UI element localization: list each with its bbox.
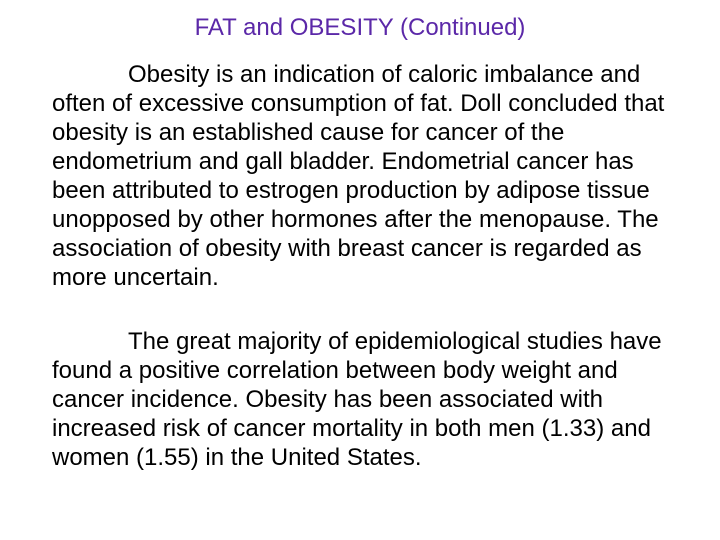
slide-title: FAT and OBESITY (Continued): [194, 14, 526, 41]
slide-body: Obesity is an indication of caloric imba…: [52, 60, 680, 472]
paragraph-obesity-caloric-imbalance: Obesity is an indication of caloric imba…: [52, 61, 665, 291]
paragraph-epidemiological-studies: The great majority of epidemiological st…: [52, 328, 662, 471]
